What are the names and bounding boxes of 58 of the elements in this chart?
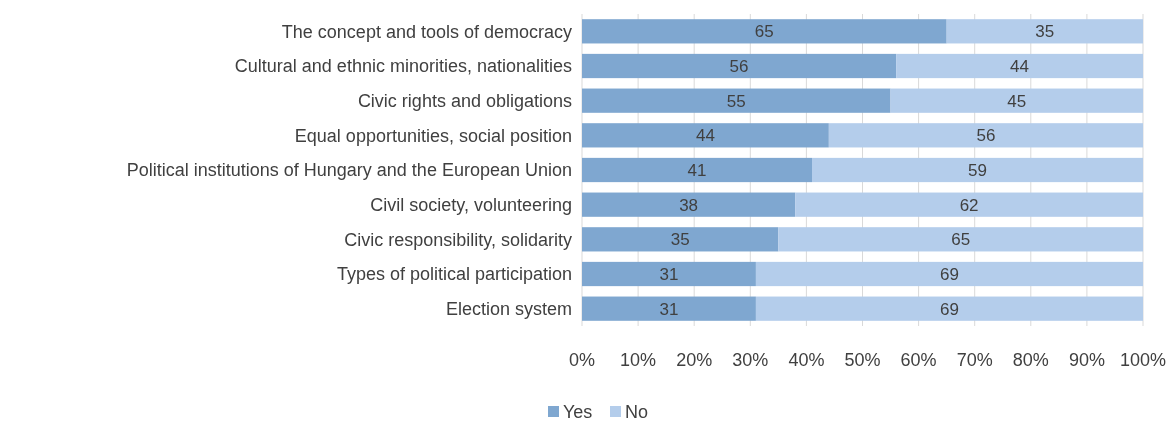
bar [812,157,1143,183]
y-tick-label: Equal opportunities, social position [294,125,572,146]
data-label: 31 [659,299,679,319]
x-tick-label: 80% [1012,350,1049,370]
y-tick-label: Civil society, volunteering [370,194,572,215]
data-label: 35 [1035,22,1055,42]
y-tick-label: Types of political participation [336,264,572,285]
data-label: 62 [959,195,979,215]
data-label: 41 [687,160,707,180]
data-label: 55 [726,91,746,111]
bar [582,88,891,113]
bar [582,296,756,321]
bar [582,53,897,79]
data-label: 56 [976,126,996,146]
y-tick-label: Civic responsibility, solidarity [344,229,572,250]
bar [582,19,947,44]
y-tick-label: Civic rights and obligations [357,90,572,111]
x-tick-label: 100% [1119,350,1167,370]
data-label: 59 [968,160,987,180]
data-label: 44 [1010,56,1030,76]
data-label: 56 [729,56,749,76]
bar [946,19,1143,44]
bar [582,192,796,217]
data-label: 31 [659,264,679,284]
bar [582,227,779,252]
data-label: 38 [679,195,699,215]
bar [755,261,1143,287]
x-tick-label: 20% [676,350,713,370]
data-label: 69 [939,299,959,319]
x-tick-label: 70% [956,350,993,370]
x-tick-label: 40% [788,350,825,370]
x-tick-label: 10% [620,350,657,370]
data-label: 65 [951,230,971,250]
data-label: 45 [1007,91,1027,111]
x-tick-label: 30% [732,350,769,370]
y-tick-label: Political institutions of Hungary and the European Union [126,160,572,181]
x-tick-label: 0% [568,350,596,370]
legend-label: Yes [563,402,593,423]
y-tick-label: The concept and tools of democracy [281,21,572,42]
x-tick-label: 60% [900,350,937,370]
data-label: 65 [754,22,774,42]
bar [828,123,1143,148]
y-tick-label: Election system [445,298,572,319]
data-label: 35 [670,230,690,250]
x-tick-label: 50% [844,350,881,370]
bar [582,261,756,287]
bar [755,296,1143,321]
legend-label: No [625,402,649,423]
bar [795,192,1143,217]
bar [890,88,1143,113]
bar [896,53,1143,79]
data-label: 69 [939,264,959,284]
x-tick-label: 90% [1068,350,1105,370]
y-tick-label: Cultural and ethnic minorities, nationalities [234,56,572,77]
data-label: 44 [695,126,715,146]
bar [582,157,813,183]
bar [778,227,1143,252]
bar [582,123,829,148]
